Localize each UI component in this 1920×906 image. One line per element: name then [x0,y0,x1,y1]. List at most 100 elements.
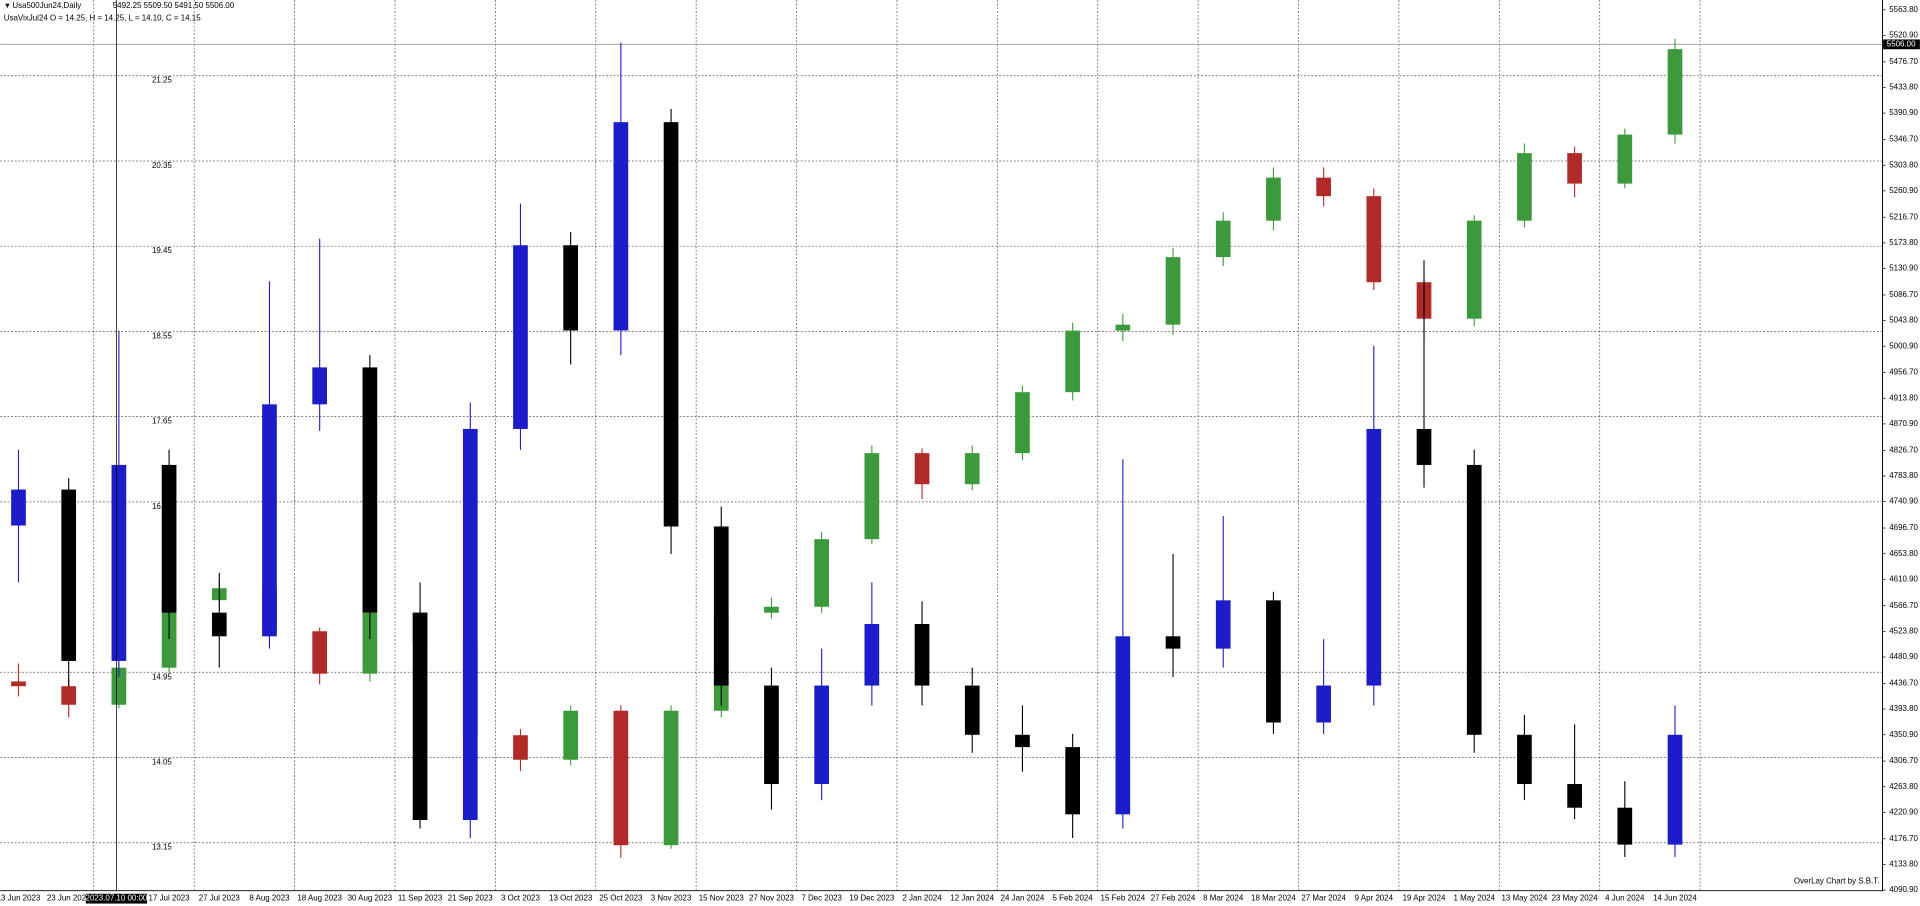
candle-body [864,624,880,686]
candle-body [1115,324,1131,331]
candle-body [563,710,579,760]
y-tick-label: 16.75 [152,502,172,511]
y2-tick-label: 4913.80 [1889,393,1918,402]
y-tick-label: 13.15 [152,843,172,852]
y2-tick-label: 5346.70 [1889,135,1918,144]
y-tick-label: 21.25 [152,76,172,85]
y2-tick-label: 5476.70 [1889,57,1918,66]
candle-body [1215,220,1231,258]
y2-tick-label: 5043.80 [1889,316,1918,325]
candle-body [111,464,127,661]
candle-body [1366,196,1382,283]
y-tick-label: 14.95 [152,672,172,681]
y2-tick-label: 5000.90 [1889,341,1918,350]
candle-body [814,685,829,785]
x-tick-label: 1 May 2024 [1453,894,1495,903]
header-overlay: UsaVixJul24 O = 14.25, H = 14.25, L = 14… [4,13,201,22]
candle-body [412,612,428,821]
x-tick-label: 3 Nov 2023 [651,894,692,903]
candle-body [61,686,77,705]
candle-body [362,612,378,674]
x-tick-label: 19 Apr 2024 [1403,894,1446,903]
y2-tick-label: 4826.70 [1889,445,1918,454]
x-tick-label: 27 Jul 2023 [199,894,241,903]
candle-body [914,624,930,686]
y-tick-label: 19.45 [152,246,172,255]
candle-body [1567,153,1582,184]
y2-tick-label: 5520.90 [1889,31,1918,40]
y2-tick-label: 4176.70 [1889,834,1918,843]
y2-tick-label: 4870.90 [1889,419,1918,428]
candle-body [312,631,328,674]
candle-body [1316,685,1331,723]
x-tick-label: 24 Jan 2024 [1001,894,1045,903]
x-tick-label: 12 Jan 2024 [950,894,994,903]
x-tick-label: 5 Feb 2024 [1053,894,1094,903]
x-tick-label: 2 Jan 2024 [902,894,942,903]
current-price-box [1883,39,1920,50]
x-tick-label: 13 Jun 2023 [0,894,41,903]
candle-body [764,685,779,785]
x-tick-label: 15 Nov 2023 [699,894,745,903]
candle-body [1517,153,1532,221]
x-tick-label: 18 Aug 2023 [297,894,342,903]
x-tick-label: 9 Apr 2024 [1355,894,1394,903]
footer: OverLay Chart by S.B.T. [1794,877,1880,886]
y2-tick-label: 4956.70 [1889,368,1918,377]
grid [0,0,1882,891]
candle-body [513,245,528,429]
y2-tick-label: 5173.80 [1889,238,1918,247]
candle-body [1466,464,1482,735]
x-tick-label: 4 Jun 2024 [1605,894,1645,903]
candle-body [1567,784,1582,808]
y2-tick-label: 5130.90 [1889,264,1918,273]
candle-body [462,428,478,821]
candle-body [1115,636,1131,815]
candle-body [663,710,679,846]
x-tick-label: 21 Sep 2023 [448,894,494,903]
candle-body [11,489,26,526]
y2-tick-label: 5260.90 [1889,186,1918,195]
x-tick-label: 23 Jun 2023 [47,894,91,903]
x-tick-label: 23 May 2024 [1552,894,1598,903]
candle-body [111,667,127,705]
y2-tick-label: 5563.80 [1889,5,1918,14]
candle-body [1266,177,1281,221]
candle-body [1517,734,1532,785]
candle-body [1165,257,1181,325]
y2-tick-label: 4653.80 [1889,549,1918,558]
y2-tick-label: 4480.90 [1889,652,1918,661]
x-tick-label: 19 Dec 2023 [849,894,895,903]
x-tick-label: 13 Oct 2023 [549,894,593,903]
candle-body [663,122,679,527]
y2-tick-label: 4393.80 [1889,704,1918,713]
candle-body [613,122,629,331]
x-tick-label: 8 Aug 2023 [249,894,290,903]
y2-tick-label: 4566.70 [1889,601,1918,610]
y-tick-label: 18.55 [152,331,172,340]
x-tick-label: 11 Sep 2023 [398,894,443,903]
candle-body [211,612,227,637]
x-tick-label: 7 Dec 2023 [801,894,842,903]
y2-tick-label: 4133.80 [1889,860,1918,869]
candle-body [1366,428,1382,686]
y2-tick-label: 4610.90 [1889,574,1918,583]
candle-body [713,526,729,686]
y2-tick-label: 4090.90 [1889,885,1918,894]
header-ohlc: 5492.25 5509.50 5491.50 5506.00 [113,1,235,10]
candle-body [814,539,829,607]
candle-body [864,453,880,540]
candle-body [563,245,579,331]
x-tick-label: 25 Oct 2023 [599,894,643,903]
candle-body [1466,220,1482,319]
symbol-arrow: ▼ [4,1,11,10]
x-tick-label: 8 Mar 2024 [1203,894,1244,903]
candle-body [613,710,629,846]
candle-body [1667,734,1683,845]
y2-tick-label: 4350.90 [1889,730,1918,739]
candle-body [11,681,26,687]
current-price-label: 5506.00 [1887,39,1916,48]
